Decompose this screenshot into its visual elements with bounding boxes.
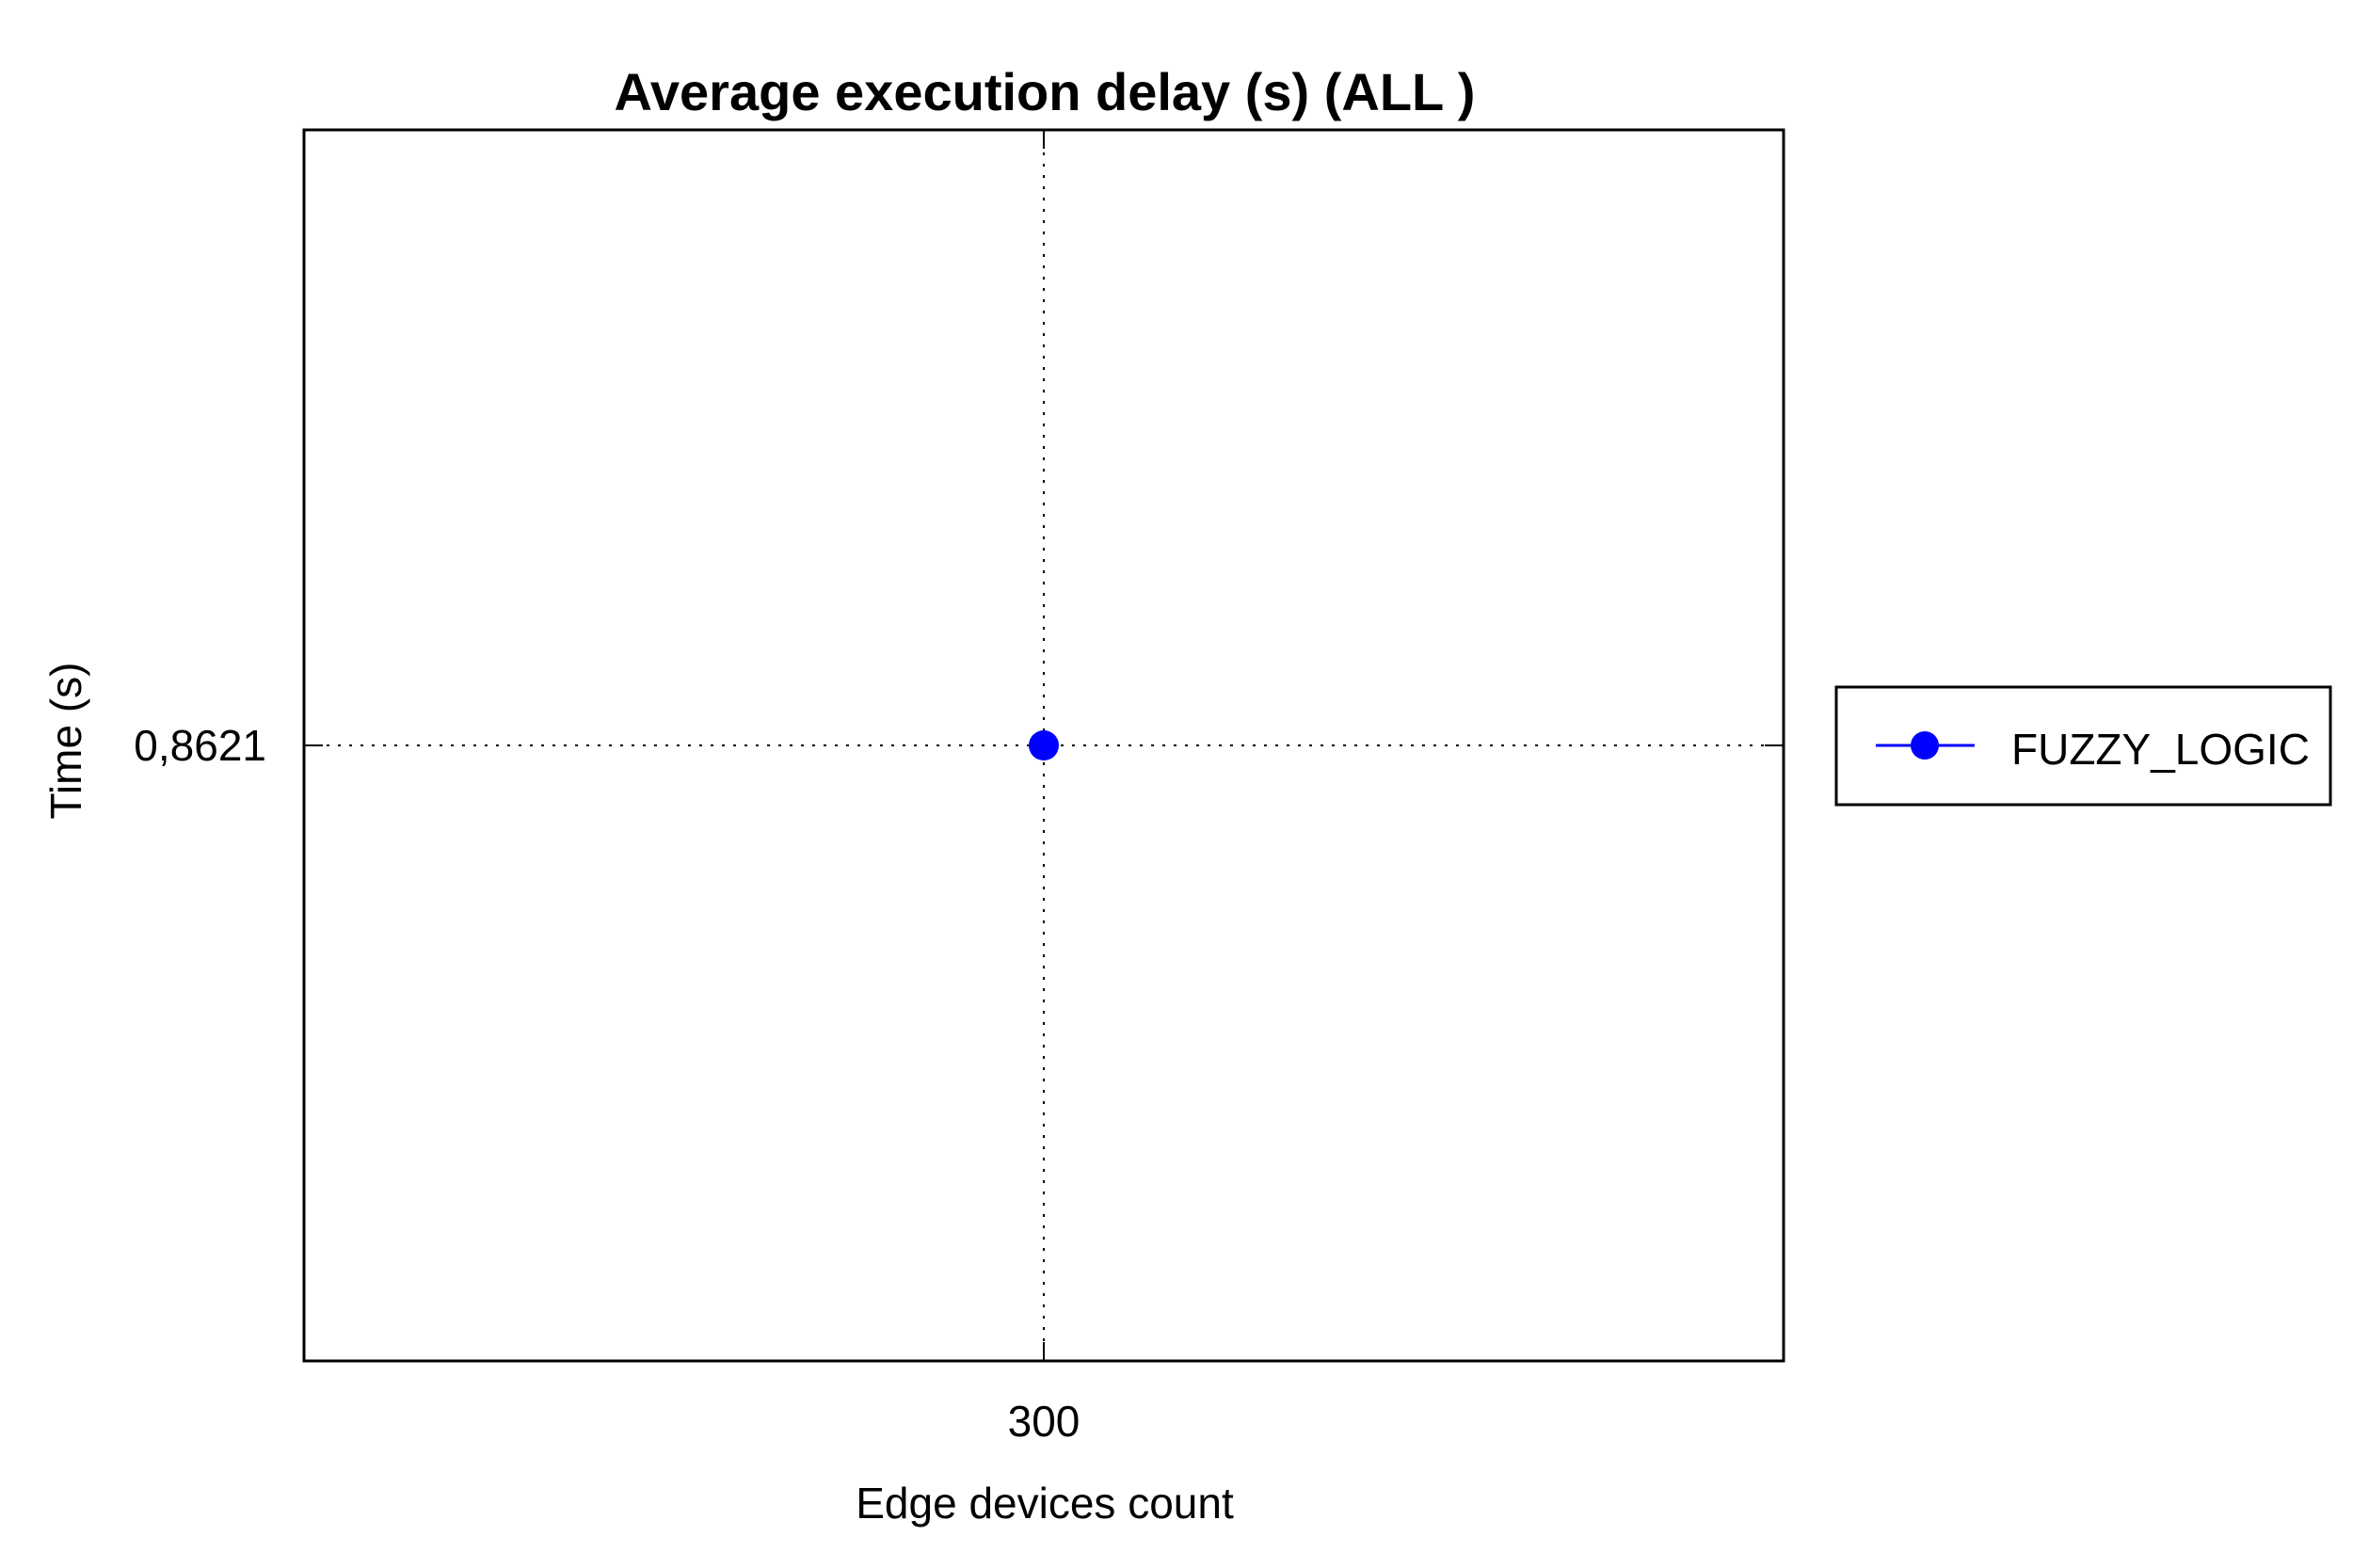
y-axis-label: Time (s) <box>41 663 90 820</box>
legend-marker-fuzzy-logic <box>1911 731 1939 760</box>
series-layer <box>1029 730 1059 760</box>
x-axis-label: Edge devices count <box>856 1479 1234 1528</box>
tick-label-layer: 300 0,8621 <box>134 721 1080 1446</box>
ticks-layer <box>304 130 1784 1361</box>
chart-title: Average execution delay (s) (ALL ) <box>615 62 1476 121</box>
legend: FUZZY_LOGIC <box>1834 685 2332 807</box>
data-point-fuzzy-logic <box>1029 730 1059 760</box>
legend-label-fuzzy-logic: FUZZY_LOGIC <box>2011 725 2310 774</box>
grid-layer <box>304 130 1784 1361</box>
x-tick-label: 300 <box>1008 1397 1080 1446</box>
y-tick-label: 0,8621 <box>134 721 266 770</box>
